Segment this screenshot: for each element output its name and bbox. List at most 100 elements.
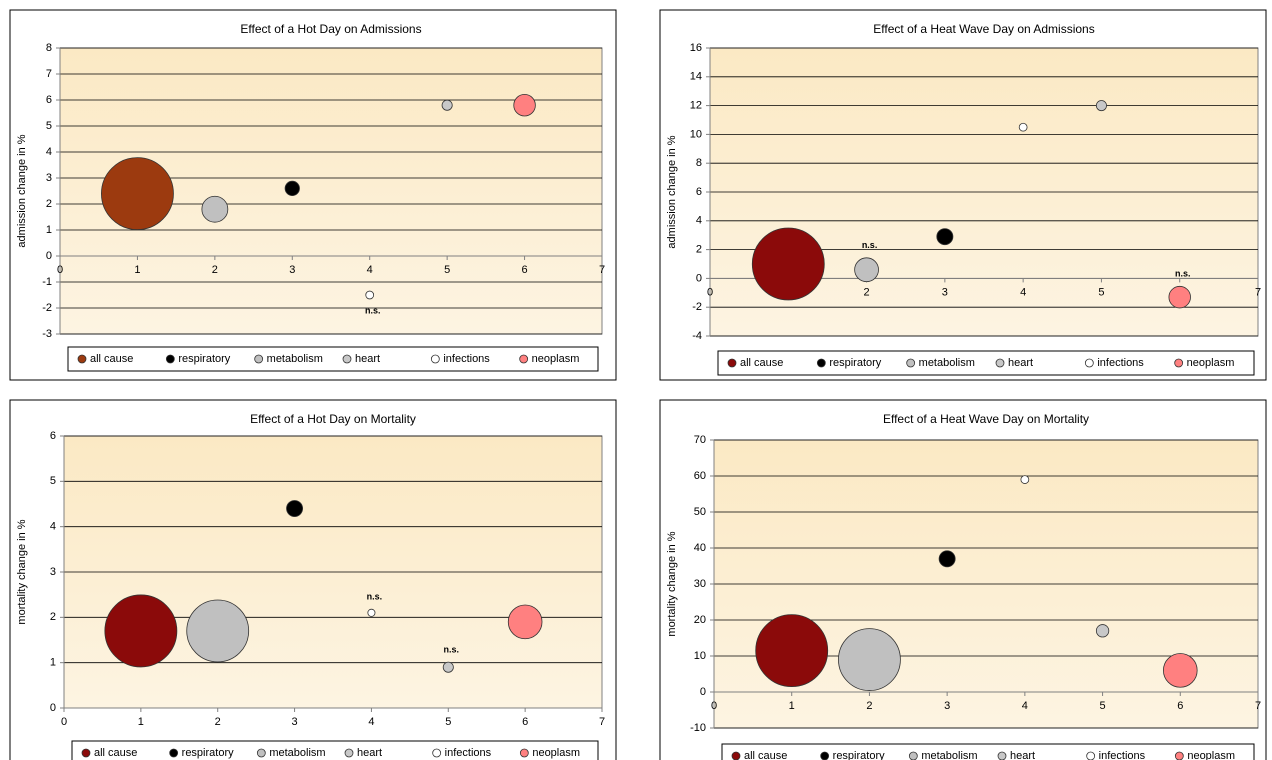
y-tick-label: 4 (46, 146, 52, 158)
legend-marker (169, 748, 179, 758)
bubble (286, 500, 304, 517)
legend-box (717, 350, 1255, 376)
legend-label: heart (1010, 750, 1035, 760)
bubble (938, 550, 956, 568)
legend-marker (77, 354, 87, 364)
x-tick-label: 0 (711, 700, 717, 712)
annotation: n.s. (367, 592, 383, 602)
annotation: n.s. (862, 240, 878, 250)
legend-box (67, 346, 599, 372)
x-tick-label: 6 (1177, 700, 1183, 712)
y-tick-label: -2 (692, 301, 702, 313)
chart-title: Effect of a Heat Wave Day on Admissions (873, 22, 1094, 36)
y-tick-label: 0 (696, 272, 702, 284)
y-tick-label: 10 (690, 128, 702, 140)
y-tick-label: -4 (692, 330, 702, 342)
legend-marker (727, 358, 737, 368)
legend-marker (1084, 358, 1094, 368)
legend-label: neoplasm (532, 747, 580, 759)
y-tick-label: 3 (46, 172, 52, 184)
y-tick-label: 6 (46, 94, 52, 106)
bubble (441, 99, 453, 111)
legend-marker (1174, 751, 1184, 760)
y-tick-label: -10 (690, 722, 706, 734)
y-axis-label: admission change in % (16, 134, 28, 247)
y-tick-label: 50 (694, 506, 706, 518)
y-tick-label: 6 (50, 430, 56, 442)
bubble (284, 180, 300, 196)
x-tick-label: 7 (1255, 700, 1261, 712)
legend-label: heart (357, 747, 382, 759)
legend-label: neoplasm (1187, 750, 1235, 760)
x-tick-label: 3 (292, 716, 298, 728)
bubble (1018, 122, 1028, 132)
y-tick-label: -2 (42, 302, 52, 314)
y-tick-label: 10 (694, 650, 706, 662)
x-tick-label: 3 (944, 700, 950, 712)
legend-label: neoplasm (1187, 357, 1235, 369)
y-tick-label: 12 (690, 100, 702, 112)
bubble (101, 157, 174, 231)
legend-label: all cause (90, 353, 133, 365)
x-tick-label: 5 (1100, 700, 1106, 712)
legend-label: infections (1099, 750, 1146, 760)
bubble (104, 594, 178, 668)
y-tick-label: 2 (50, 611, 56, 623)
legend-marker (430, 354, 440, 364)
x-tick-label: 1 (789, 700, 795, 712)
legend-label: all cause (94, 747, 137, 759)
x-tick-label: 5 (445, 716, 451, 728)
y-axis-label: mortality change in % (666, 531, 678, 636)
legend-label: heart (355, 353, 380, 365)
bubble (1095, 624, 1110, 638)
legend-marker (908, 751, 918, 760)
y-tick-label: 6 (696, 186, 702, 198)
chart-panel: Effect of a Heat Wave Day on Mortality mo… (659, 399, 1267, 760)
y-tick-label: 0 (46, 250, 52, 262)
legend-box (71, 740, 599, 760)
legend-marker (432, 748, 442, 758)
y-tick-label: 2 (46, 198, 52, 210)
x-tick-label: 2 (212, 264, 218, 276)
legend-label: infections (445, 747, 492, 759)
legend-marker (820, 751, 830, 760)
y-tick-label: 3 (50, 566, 56, 578)
x-tick-label: 0 (707, 286, 713, 298)
legend-marker (997, 751, 1007, 760)
y-tick-label: 60 (694, 470, 706, 482)
bubble (838, 628, 901, 691)
legend-marker (344, 748, 354, 758)
legend-marker (906, 358, 916, 368)
x-tick-label: 7 (599, 264, 605, 276)
y-tick-label: -1 (42, 276, 52, 288)
bubble (854, 257, 879, 283)
x-tick-label: 7 (1255, 286, 1261, 298)
legend-marker (165, 354, 175, 364)
bubble (1020, 475, 1030, 484)
y-tick-label: 70 (694, 434, 706, 446)
x-tick-label: 6 (522, 716, 528, 728)
legend-label: respiratory (829, 357, 881, 369)
bubble (513, 93, 536, 117)
x-tick-label: 5 (1098, 286, 1104, 298)
x-tick-label: 6 (522, 264, 528, 276)
legend-label: metabolism (921, 750, 977, 760)
bubble (1095, 100, 1107, 112)
bubble (365, 290, 375, 300)
y-tick-label: 1 (50, 657, 56, 669)
chart-title: Effect of a Hot Day on Mortality (250, 412, 416, 426)
y-tick-label: 7 (46, 68, 52, 80)
y-tick-label: 5 (46, 120, 52, 132)
annotation: n.s. (1175, 269, 1191, 279)
chart-panel: Effect of a Hot Day on Mortality mortalit… (9, 399, 617, 760)
chart-title: Effect of a Heat Wave Day on Mortality (883, 412, 1089, 426)
y-tick-label: 5 (50, 475, 56, 487)
x-tick-label: 2 (215, 716, 221, 728)
annotation: n.s. (444, 644, 460, 654)
chart-title: Effect of a Hot Day on Admissions (240, 22, 421, 36)
legend-marker (1174, 358, 1184, 368)
bubble (367, 608, 376, 617)
legend-marker (342, 354, 352, 364)
y-tick-label: 20 (694, 614, 706, 626)
